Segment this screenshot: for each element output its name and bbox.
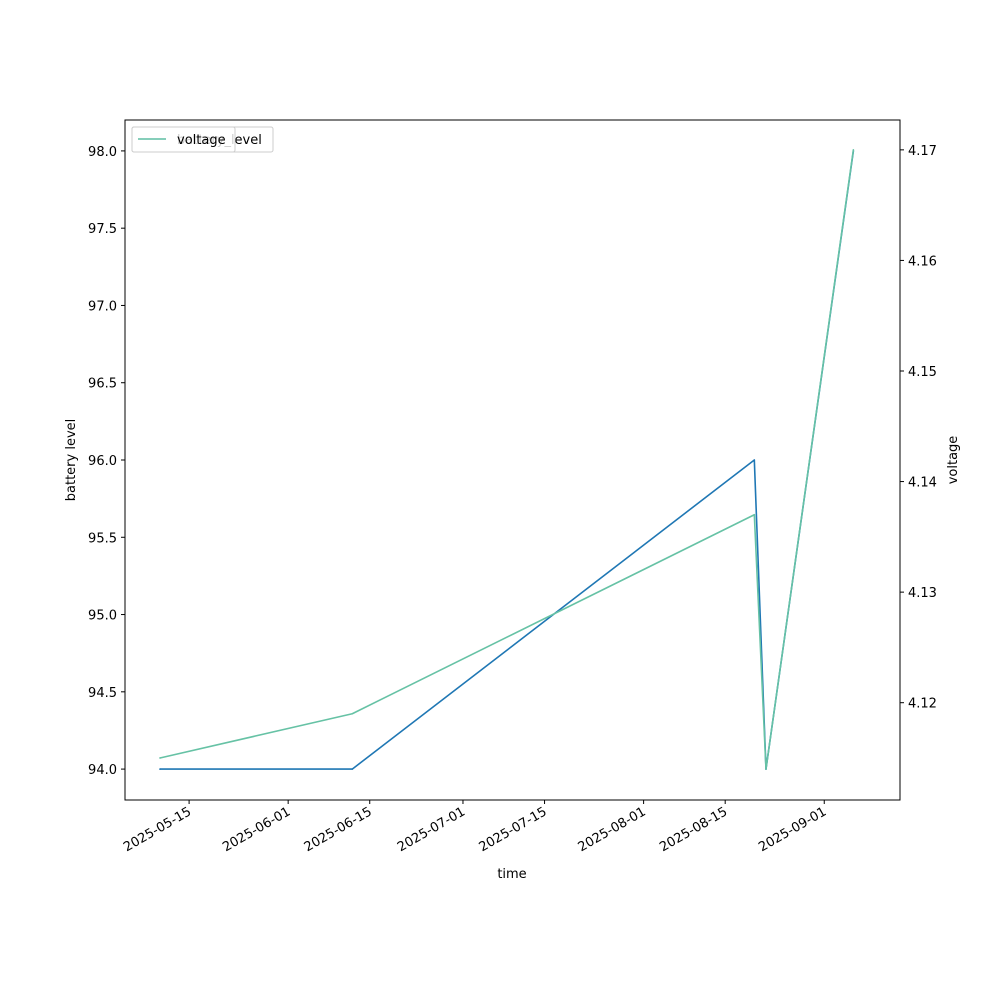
y-axis-right-label: voltage [946, 436, 961, 485]
data-point-battery-level [159, 768, 161, 770]
y-right-tick-label: 4.13 [908, 586, 937, 601]
series-layer [159, 149, 855, 770]
data-point-voltage [753, 513, 756, 516]
x-tick-label: 2025-08-01 [576, 804, 649, 855]
y-right-tick-label: 4.17 [908, 144, 937, 159]
y-right-tick-label: 4.16 [908, 254, 937, 269]
data-point-battery-level [753, 459, 756, 461]
legend-box [131, 126, 236, 153]
x-tick-label: 2025-09-01 [756, 804, 829, 855]
data-point-voltage [159, 757, 161, 759]
x-tick-label: 2025-06-15 [302, 804, 375, 855]
y-left-tick-label: 94.0 [88, 763, 117, 778]
data-point-voltage [852, 149, 855, 151]
legend-entry: voltage [177, 133, 226, 148]
x-axis: 2025-05-15 2025-06-01 2025-06-15 2025-07-01… [121, 800, 829, 855]
y-left-tick-label: 97.0 [88, 299, 117, 314]
y-left-tick-label: 96.0 [88, 454, 117, 469]
y-right-tick-label: 4.14 [908, 476, 937, 491]
y-left-tick-label: 95.0 [88, 609, 117, 624]
y-axis-left-label: battery level [64, 419, 79, 502]
x-tick-label: 2025-07-15 [477, 804, 550, 855]
y-axis-right: 4.12 4.13 4.14 4.15 4.16 4.17 [900, 144, 937, 712]
x-axis-label: time [497, 867, 526, 882]
y-left-tick-label: 95.5 [88, 531, 117, 546]
data-point-battery-level [351, 768, 354, 770]
y-left-tick-label: 96.5 [88, 377, 117, 392]
y-left-tick-label: 94.5 [88, 686, 117, 701]
x-tick-label: 2025-07-01 [395, 804, 468, 855]
data-point-voltage [351, 712, 354, 715]
y-right-tick-label: 4.12 [908, 697, 937, 712]
data-point-voltage [765, 768, 767, 770]
y-right-tick-label: 4.15 [908, 365, 937, 380]
x-tick-label: 2025-08-15 [657, 804, 730, 855]
y-axis-left: 94.0 94.5 95.0 95.5 96.0 96.5 97.0 97.5 98.0 [88, 145, 125, 778]
x-tick-label: 2025-06-01 [220, 804, 293, 855]
x-tick-label: 2025-05-15 [121, 804, 194, 855]
y-left-tick-label: 97.5 [88, 222, 117, 237]
plot-area [125, 120, 900, 800]
y-left-tick-label: 98.0 [88, 145, 117, 160]
